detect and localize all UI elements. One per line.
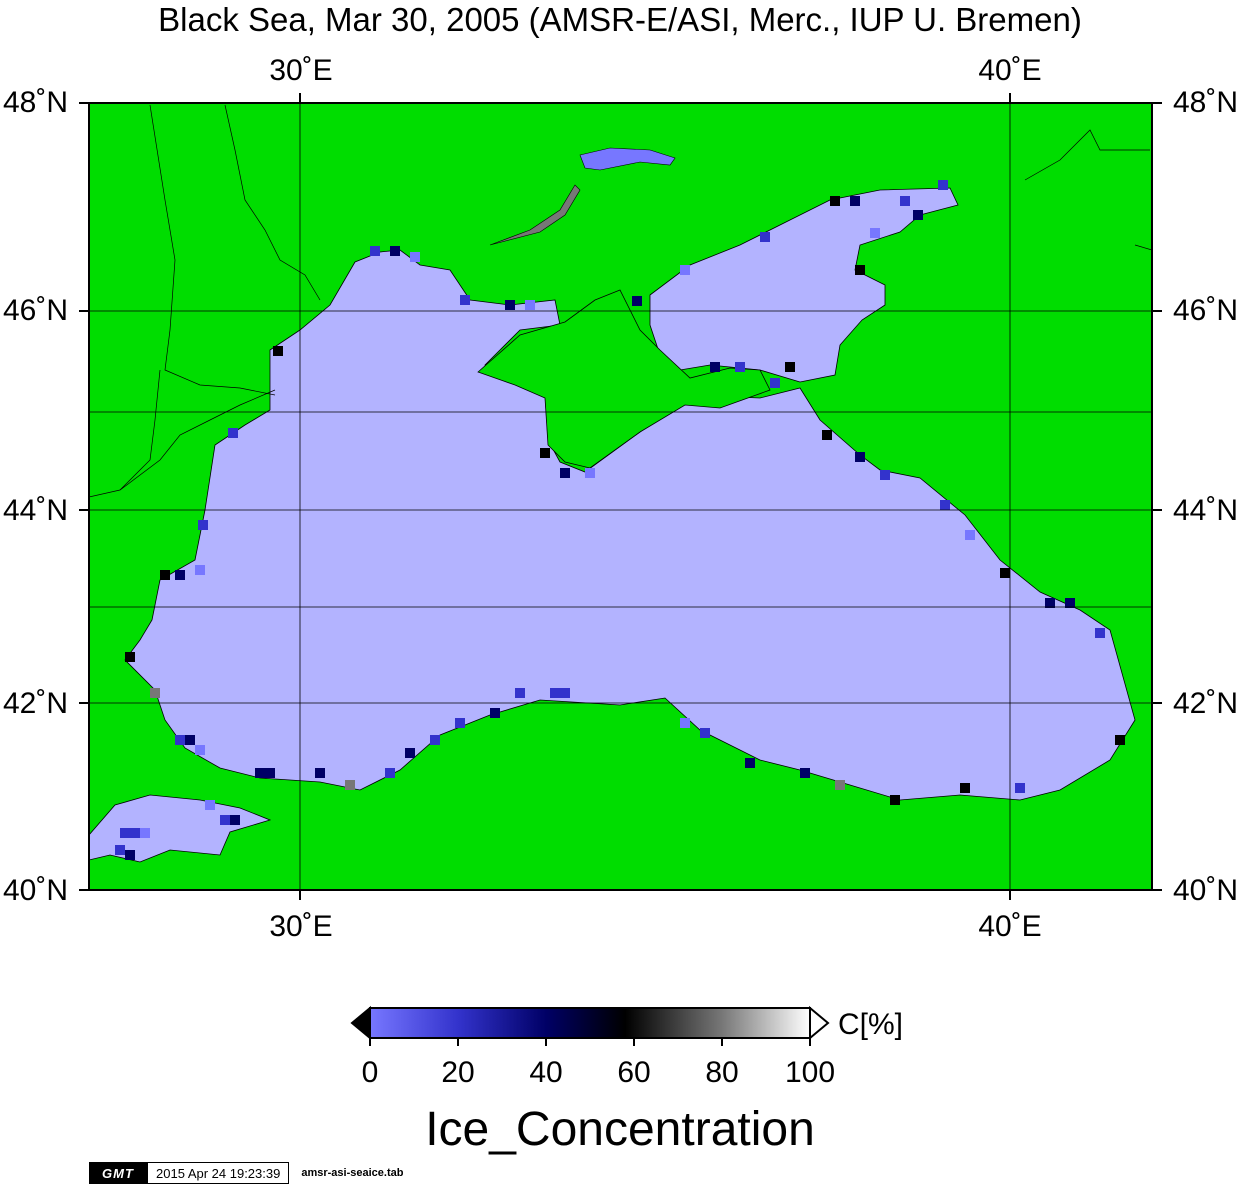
lon-tick-label-top-40: 40˚E (978, 54, 1042, 87)
lon-tick-label-top-30: 30˚E (269, 54, 333, 87)
colorbar-unit: C[%] (838, 1008, 904, 1041)
lat-tick-label-right-40: 40˚N (1173, 874, 1239, 907)
colorbar-gradient (369, 1007, 811, 1039)
map-canvas (79, 93, 1162, 900)
colorbar-ticks (369, 1038, 811, 1046)
gmt-timestamp: GMT 2015 Apr 24 19:23:39 amsr-asi-seaice… (89, 1162, 403, 1184)
lat-tick-label-right-44: 44˚N (1173, 494, 1239, 527)
lat-tick-label-left-42: 42˚N (2, 687, 68, 720)
lat-tick-label-right-42: 42˚N (1173, 687, 1239, 720)
ice-pixels (115, 180, 1125, 860)
lon-tick-label-bottom-30: 30˚E (269, 910, 333, 943)
lat-tick-label-right-46: 46˚N (1173, 294, 1239, 327)
country-borders (89, 104, 1152, 498)
graticule (89, 103, 1152, 890)
timestamp-file: amsr-asi-seaice.tab (301, 1167, 404, 1179)
colorbar-label-40: 40 (529, 1056, 563, 1089)
lat-tick-label-left-44: 44˚N (2, 494, 68, 527)
sea-of-azov-water (649, 187, 959, 383)
timestamp-date: 2015 Apr 24 19:23:39 (147, 1162, 290, 1184)
black-sea-water (124, 249, 1136, 801)
map-frame (88, 102, 1153, 891)
frame-ticks (79, 93, 1162, 900)
colorbar-label-100: 100 (784, 1056, 836, 1089)
lat-tick-label-left-48: 48˚N (2, 86, 68, 119)
colorbar-label-60: 60 (617, 1056, 651, 1089)
colorbar-label-0: 0 (361, 1056, 379, 1089)
sea-of-marmara-water (89, 794, 272, 863)
dnieper-estuary-water (579, 147, 676, 171)
colorbar-label-20: 20 (441, 1056, 475, 1089)
lat-tick-label-left-40: 40˚N (2, 874, 68, 907)
spit-water (489, 184, 581, 246)
lat-tick-label-right-48: 48˚N (1173, 86, 1239, 119)
gmt-logo: GMT (89, 1162, 147, 1184)
lon-tick-label-bottom-40: 40˚E (978, 910, 1042, 943)
colorbar-low-triangle (350, 1005, 371, 1041)
colorbar-label-80: 80 (705, 1056, 739, 1089)
crimea-land (477, 289, 771, 469)
colorbar (350, 1005, 830, 1046)
colorbar-high-triangle (809, 1005, 830, 1041)
lat-tick-label-left-46: 46˚N (2, 294, 68, 327)
colorbar-title: Ice_Concentration (425, 1103, 815, 1156)
map-title: Black Sea, Mar 30, 2005 (AMSR-E/ASI, Mer… (158, 1, 1082, 38)
